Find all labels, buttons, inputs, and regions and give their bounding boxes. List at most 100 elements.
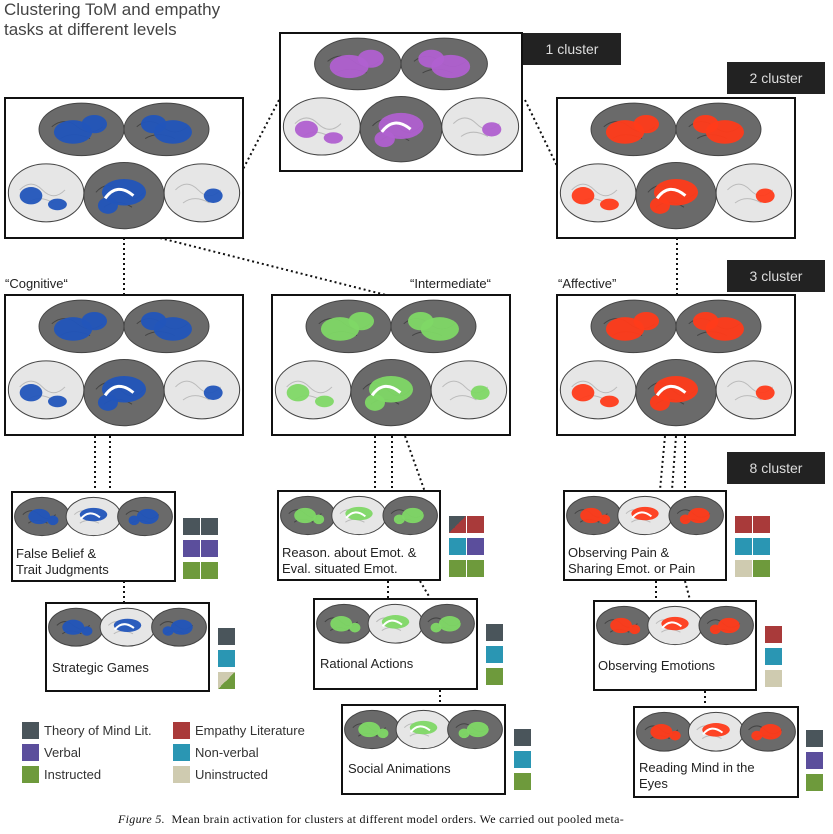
cluster-label-line: Reason. about Emot. &: [282, 545, 417, 560]
cluster-label-line: Reading Mind in the: [639, 760, 755, 775]
panel-3-cluster-intermediate: [271, 294, 511, 436]
cluster-label-social: Social Animations: [348, 761, 451, 776]
panel-reason-emotions: Reason. about Emot. & Eval. situated Emo…: [277, 490, 441, 581]
legend-verbal: Verbal: [44, 745, 81, 760]
panel-2-cluster-affective: [556, 97, 796, 239]
square-tom-empathy: [449, 516, 466, 533]
brain-render-green: [315, 600, 476, 688]
tag-8-cluster: 8 cluster: [727, 452, 825, 484]
panel-observing-emotions: Observing Emotions: [593, 600, 757, 691]
square-tom: [183, 518, 200, 535]
panel-strategic-games: Strategic Games: [45, 602, 210, 692]
panel-2-cluster-cognitive: [4, 97, 244, 239]
square-nonverbal: [486, 646, 503, 663]
cluster-label-pain: Observing Pain & Sharing Emot. or Pain: [568, 545, 695, 577]
legend-swatch-tom: [22, 722, 39, 739]
square-verbal: [183, 540, 200, 557]
cluster-label-false-belief: False Belief & Trait Judgments: [16, 546, 109, 578]
tag-2-cluster: 2 cluster: [727, 62, 825, 94]
cluster-label-rme: Reading Mind in the Eyes: [639, 760, 755, 792]
square-empathy: [467, 516, 484, 533]
square-instructed: [486, 668, 503, 685]
legend-tom: Theory of Mind Lit.: [44, 723, 152, 738]
square-instructed: [806, 774, 823, 791]
square-instructed: [183, 562, 200, 579]
square-verbal: [467, 538, 484, 555]
square-nonverbal: [514, 751, 531, 768]
cluster-label-rational: Rational Actions: [320, 656, 414, 671]
panel-reading-mind: Reading Mind in the Eyes: [633, 706, 799, 798]
cluster-label-line: Sharing Emot. or Pain: [568, 561, 696, 576]
figure-title-line1: Clustering ToM and empathy: [4, 0, 221, 19]
brain-render-blue: [6, 99, 242, 237]
brain-render-blue: [6, 296, 242, 434]
tag-3-cluster: 3 cluster: [727, 260, 825, 292]
legend-instructed: Instructed: [44, 767, 102, 782]
figure-title-line2: tasks at different levels: [4, 20, 177, 39]
legend-nonverbal: Non-verbal: [195, 745, 259, 760]
brain-render-red: [558, 296, 794, 434]
square-instructed: [467, 560, 484, 577]
panel-false-belief: False Belief & Trait Judgments: [11, 491, 176, 582]
square-nonverbal: [449, 538, 466, 555]
cluster-label-observing: Observing Emotions: [598, 658, 716, 673]
cluster-label-line: Observing Pain &: [568, 545, 670, 560]
panel-3-cluster-cognitive: [4, 294, 244, 436]
legend-swatch-uninstructed: [173, 766, 190, 783]
square-uninstructed: [735, 560, 752, 577]
cluster-label-reason: Reason. about Emot. & Eval. situated Emo…: [282, 545, 416, 577]
figure-caption: Figure 5. Mean brain activation for clus…: [118, 812, 624, 827]
label-intermediate: “Intermediate“: [410, 276, 491, 291]
square-tom: [218, 628, 235, 645]
square-nonverbal: [735, 538, 752, 555]
square-nonverbal: [765, 648, 782, 665]
legend-swatch-nonverbal: [173, 744, 190, 761]
cluster-label-line: Eyes: [639, 776, 668, 791]
square-empathy: [735, 516, 752, 533]
square-uninstructed-instructed: [218, 672, 235, 689]
caption-text: Mean brain activation for clusters at di…: [171, 812, 624, 826]
square-instructed: [449, 560, 466, 577]
panel-observing-pain: Observing Pain & Sharing Emot. or Pain: [563, 490, 727, 581]
brain-render-green: [343, 706, 504, 793]
label-affective: “Affective”: [558, 276, 617, 291]
panel-rational-actions: Rational Actions: [313, 598, 478, 690]
legend-uninstructed: Uninstructed: [195, 767, 268, 782]
square-uninstructed: [765, 670, 782, 687]
brain-render-red: [635, 708, 797, 796]
square-empathy: [765, 626, 782, 643]
legend-swatch-empathy: [173, 722, 190, 739]
brain-render-green: [279, 492, 439, 579]
legend-swatch-verbal: [22, 744, 39, 761]
square-verbal: [806, 752, 823, 769]
brain-render-red: [565, 492, 725, 579]
square-instructed: [753, 560, 770, 577]
square-tom: [486, 624, 503, 641]
cluster-label-line: Eval. situated Emot.: [282, 561, 398, 576]
figure-title: Clustering ToM and empathy tasks at diff…: [4, 0, 220, 40]
square-instructed: [514, 773, 531, 790]
panel-1-cluster: [279, 32, 523, 172]
brain-render-blue: [13, 493, 174, 580]
panel-social-animations: Social Animations: [341, 704, 506, 795]
brain-render-green: [273, 296, 509, 434]
square-tom: [201, 518, 218, 535]
square-tom: [514, 729, 531, 746]
panel-3-cluster-affective: [556, 294, 796, 436]
cluster-label-line: False Belief &: [16, 546, 97, 561]
square-nonverbal: [753, 538, 770, 555]
square-nonverbal: [218, 650, 235, 667]
brain-render-purple: [281, 34, 521, 170]
brain-render-blue: [47, 604, 208, 690]
square-verbal: [201, 540, 218, 557]
cluster-label-strategic: Strategic Games: [52, 660, 149, 675]
caption-label: Figure 5.: [118, 812, 165, 826]
cluster-label-line: Trait Judgments: [16, 562, 109, 577]
label-cognitive: “Cognitive“: [5, 276, 68, 291]
square-empathy: [753, 516, 770, 533]
tag-1-cluster: 1 cluster: [523, 33, 621, 65]
brain-render-red: [595, 602, 755, 689]
legend-empathy: Empathy Literature: [195, 723, 305, 738]
legend-swatch-instructed: [22, 766, 39, 783]
